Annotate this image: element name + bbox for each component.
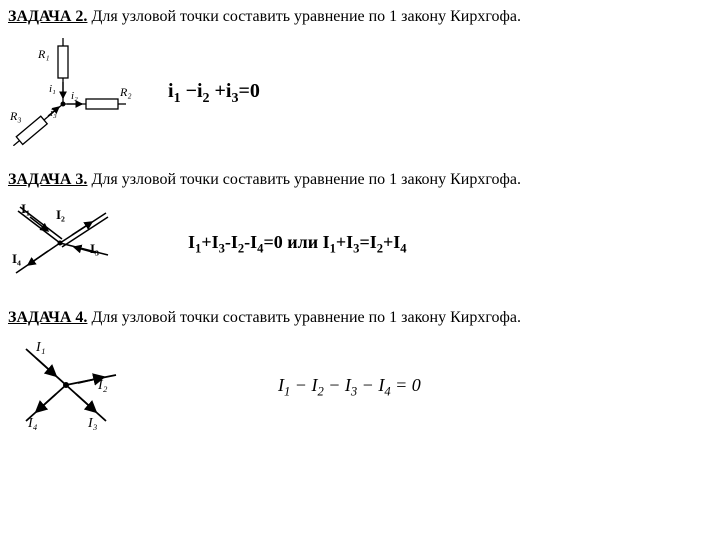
task3-equation: I1+I3-I2-I4=0 или I1+I3=I2+I4 xyxy=(188,232,407,257)
task4-equation: I1 − I2 − I3 − I4 = 0 xyxy=(278,375,421,400)
task4-diagram: I₁ I₂ I₃ I₄ xyxy=(8,337,128,437)
task4-heading: ЗАДАЧА 4. Для узловой точки составить ур… xyxy=(8,309,712,327)
label4-I4: I₄ xyxy=(27,416,38,431)
task3-diagram: I₁ I₂ I₃ I₄ xyxy=(8,199,118,289)
label-i2: i₂ xyxy=(71,90,78,102)
label-R1: R₁ xyxy=(37,47,50,61)
label4-I3: I₃ xyxy=(87,416,98,431)
task2-body: R₁ i₁ R₂ i₂ R₃ i₃ xyxy=(8,36,712,151)
label-R3: R₃ xyxy=(9,109,22,123)
task2-num: ЗАДАЧА 2. xyxy=(8,8,87,25)
label-I2: I₂ xyxy=(56,207,65,222)
label-i3: i₃ xyxy=(50,107,57,119)
task2-heading: ЗАДАЧА 2. Для узловой точки составить ур… xyxy=(8,8,712,26)
label4-I1: I₁ xyxy=(35,340,46,355)
label-i1: i₁ xyxy=(49,83,56,95)
task2-text: Для узловой точки составить уравнение по… xyxy=(87,8,521,25)
task4-body: I₁ I₂ I₃ I₄ I1 − I2 − I3 − I4 = 0 xyxy=(8,337,712,437)
label-I1: I₁ xyxy=(21,201,30,216)
label-R2: R₂ xyxy=(119,85,132,99)
task4-num: ЗАДАЧА 4. xyxy=(8,309,87,326)
task2-diagram: R₁ i₁ R₂ i₂ R₃ i₃ xyxy=(8,36,138,151)
task3-heading: ЗАДАЧА 3. Для узловой точки составить ур… xyxy=(8,171,712,189)
task3-num: ЗАДАЧА 3. xyxy=(8,171,87,188)
task3-body: I₁ I₂ I₃ I₄ I1+I3-I2-I4=0 или I1+I3=I2+I… xyxy=(8,199,712,289)
task4-text: Для узловой точки составить уравнение по… xyxy=(87,309,521,326)
task2-equation: i1 −i2 +i3=0 xyxy=(168,80,260,107)
task3-text: Для узловой точки составить уравнение по… xyxy=(87,171,521,188)
label-I4: I₄ xyxy=(12,251,21,266)
label4-I2: I₂ xyxy=(97,378,108,393)
label-I3: I₃ xyxy=(90,241,99,256)
